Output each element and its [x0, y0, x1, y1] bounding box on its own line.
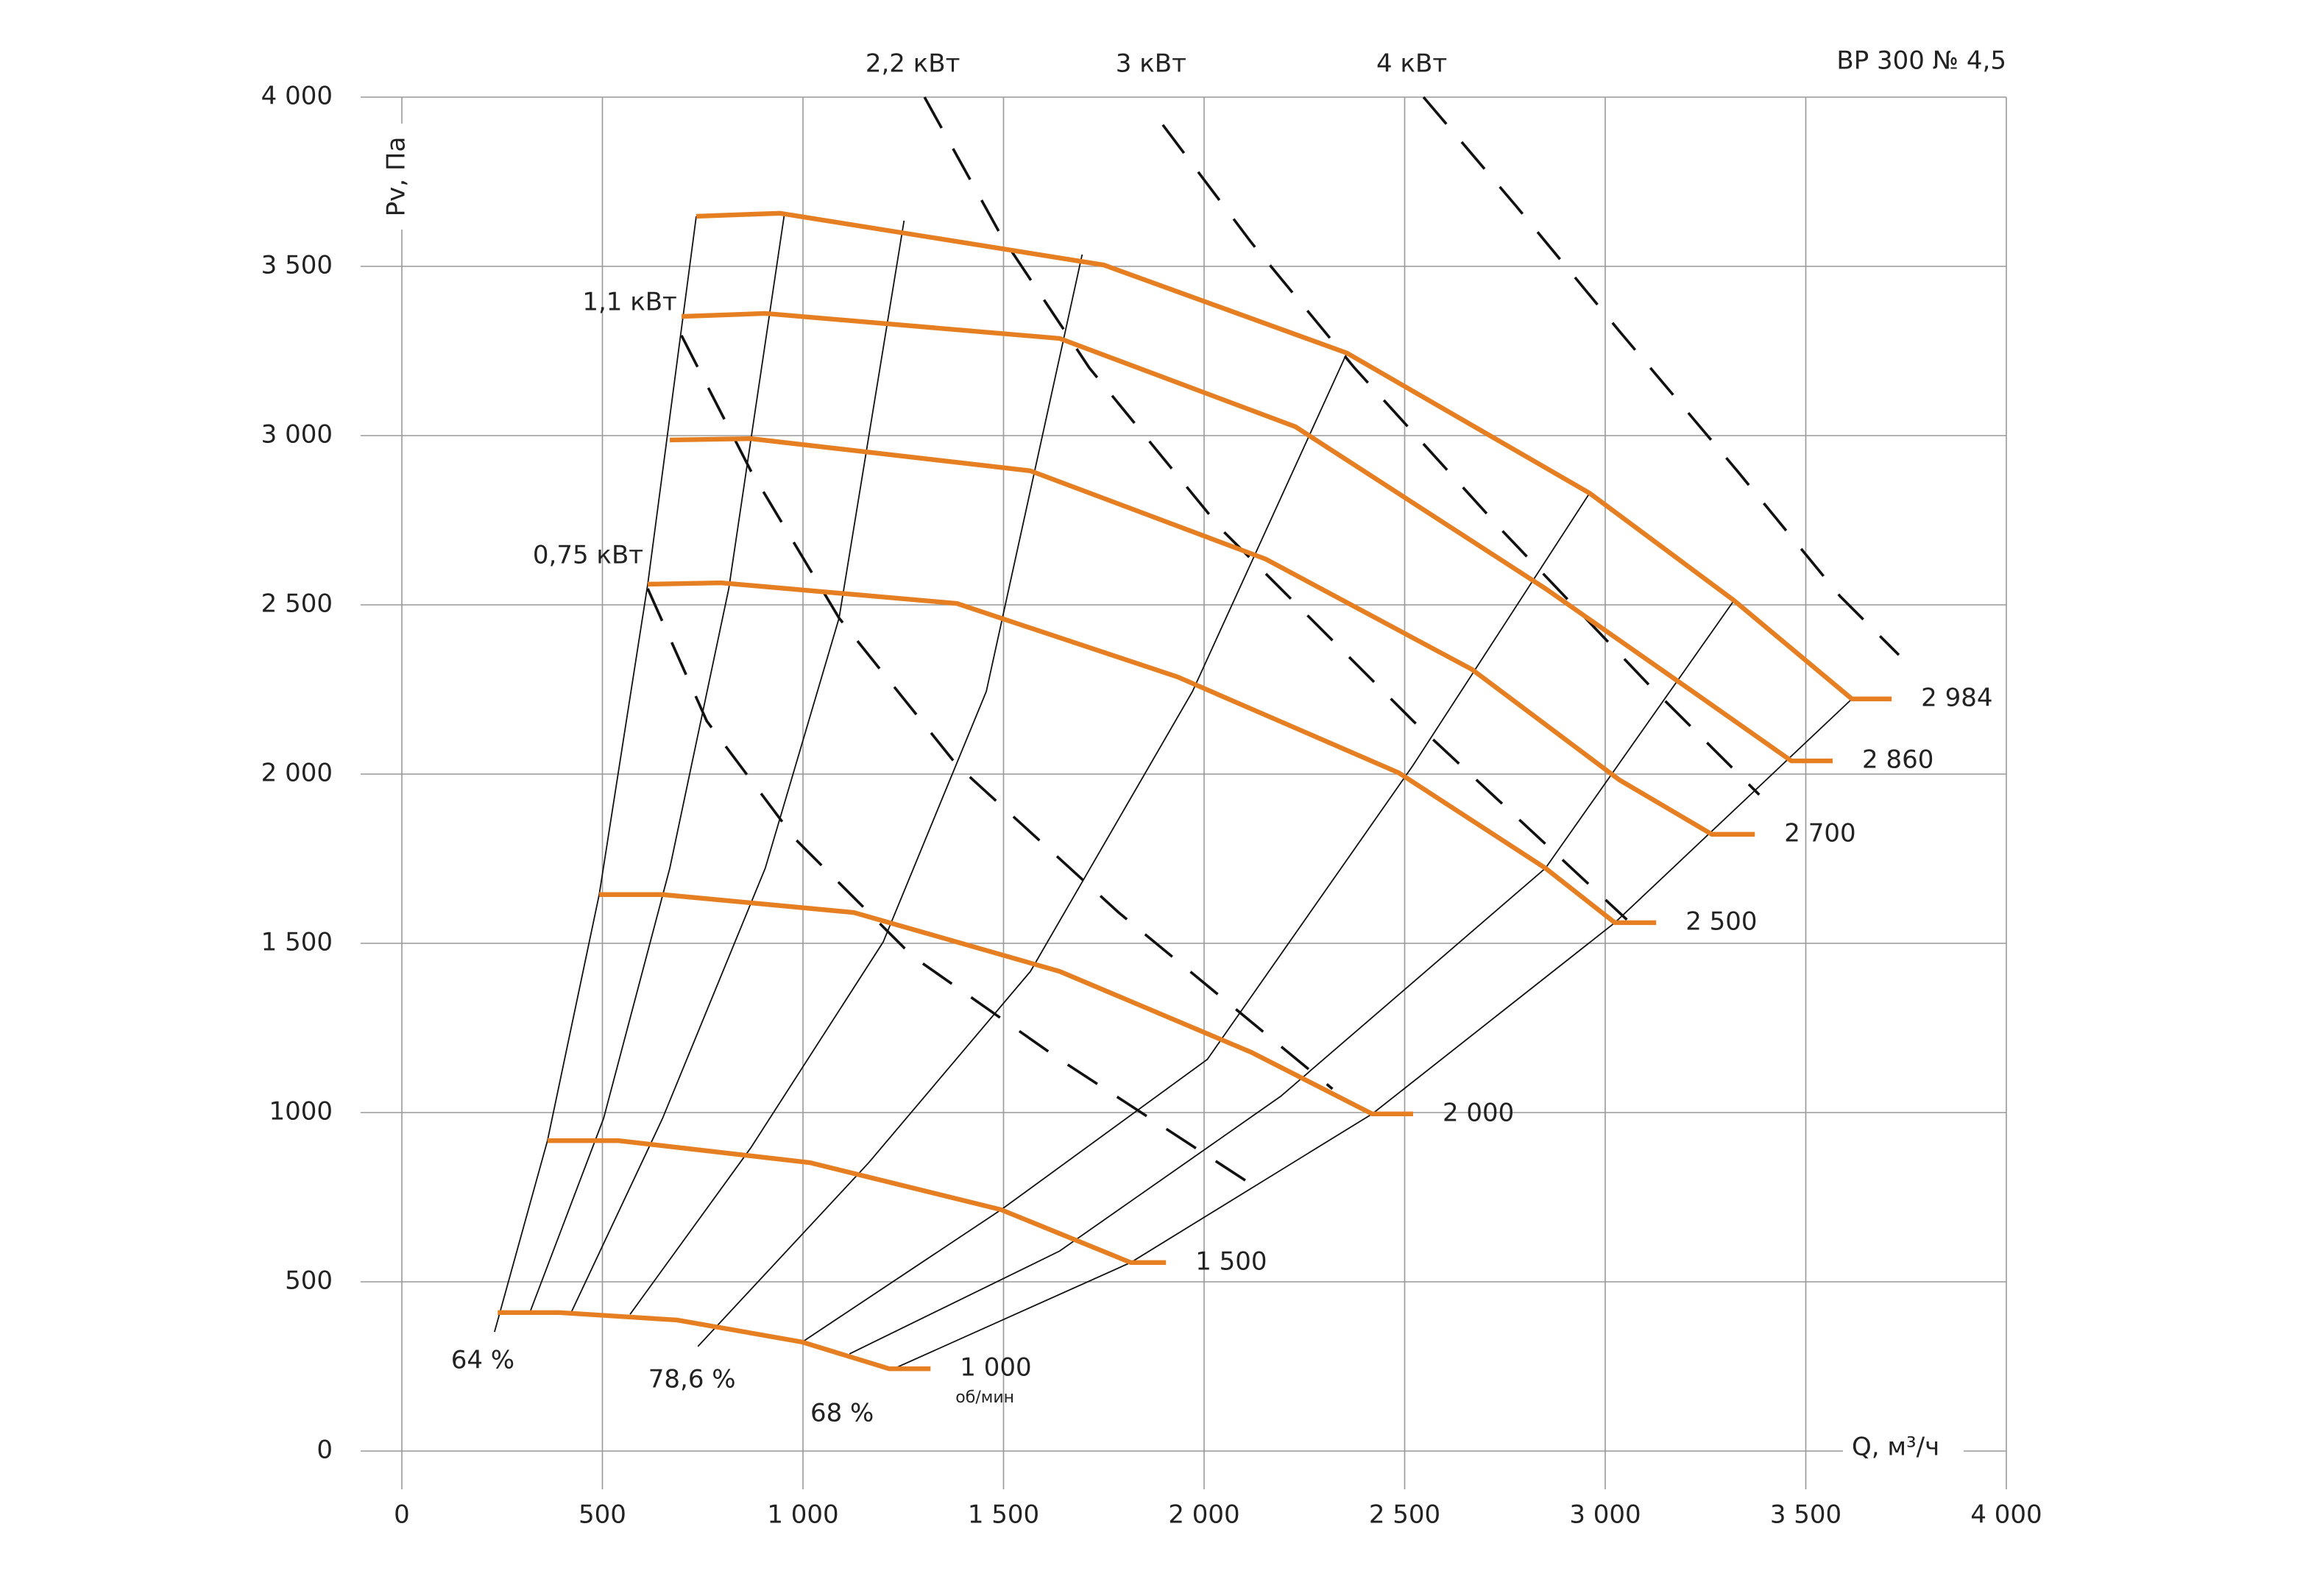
- curves: [494, 96, 1900, 1372]
- speed-label: 2 000: [1443, 1098, 1514, 1127]
- power-label: 3 кВт: [1116, 49, 1186, 79]
- y-tick-label: 0: [316, 1436, 333, 1465]
- power-line: [680, 335, 1334, 1090]
- speed-label: 2 984: [1921, 683, 1992, 712]
- y-tick-label: 500: [285, 1266, 333, 1296]
- speed-curve: [498, 1310, 931, 1372]
- x-tick-label: 4 000: [1970, 1500, 2042, 1530]
- power-line: [1161, 124, 1761, 796]
- efficiency-label: 68 %: [810, 1399, 874, 1428]
- chart-title: ВР 300 № 4,5: [1836, 46, 2006, 76]
- power-line: [646, 588, 1260, 1191]
- y-label-bg: [380, 124, 415, 230]
- x-tick-label: 1 000: [767, 1500, 838, 1530]
- efficiency-line: [629, 254, 1083, 1315]
- power-label: 0,75 кВт: [533, 540, 643, 570]
- x-tick-label: 3 500: [1770, 1500, 1841, 1530]
- power-line: [923, 96, 1628, 921]
- efficiency-line: [802, 492, 1590, 1343]
- speed-curve: [648, 580, 1657, 926]
- y-tick-label: 4 000: [261, 82, 333, 111]
- speed-label: 1 500: [1195, 1246, 1267, 1276]
- y-tick-label: 2 000: [261, 759, 333, 788]
- speed-curve: [696, 210, 1892, 702]
- efficiency-label: 64 %: [451, 1346, 514, 1375]
- grid: [361, 96, 2007, 1489]
- speed-label: 2 500: [1685, 907, 1757, 936]
- speed-label: 2 860: [1862, 745, 1933, 775]
- power-label: 2,2 кВт: [866, 49, 960, 79]
- y-tick-label: 1000: [269, 1097, 333, 1127]
- power-label: 1,1 кВт: [582, 287, 677, 316]
- x-label-bg: [1843, 1430, 1964, 1469]
- efficiency-line: [529, 213, 785, 1313]
- speed-label: 1 000: [960, 1353, 1031, 1383]
- speed-curve: [547, 1138, 1167, 1265]
- y-tick-label: 3 000: [261, 420, 333, 450]
- efficiency-line: [697, 352, 1348, 1347]
- efficiency-label: 78,6 %: [648, 1364, 736, 1394]
- power-label: 4 кВт: [1376, 49, 1447, 79]
- x-tick-label: 0: [394, 1500, 410, 1530]
- y-axis-label: Pv, Па: [382, 137, 411, 217]
- speed-curve: [599, 892, 1413, 1117]
- speed-curve: [681, 311, 1833, 764]
- speed-label: 2 700: [1784, 818, 1855, 848]
- speed-curve: [670, 436, 1755, 837]
- x-tick-label: 2 500: [1369, 1500, 1440, 1530]
- efficiency-line: [570, 220, 905, 1313]
- y-tick-label: 2 500: [261, 589, 333, 619]
- efficiency-line: [893, 698, 1853, 1370]
- labels: 0 500 1 000 1 500 2 000 2 500 3 000 3 500 4 000 0…: [261, 49, 2042, 1530]
- x-tick-label: 3 000: [1569, 1500, 1641, 1530]
- x-tick-label: 500: [578, 1500, 626, 1530]
- power-line: [1422, 96, 1900, 656]
- x-tick-label: 2 000: [1168, 1500, 1239, 1530]
- efficiency-line: [849, 600, 1735, 1355]
- x-axis-label: Q, м³/ч: [1852, 1433, 1939, 1462]
- y-tick-label: 1 500: [261, 928, 333, 957]
- speed-unit: об/мин: [955, 1388, 1014, 1407]
- x-tick-label: 1 500: [968, 1500, 1039, 1530]
- y-tick-label: 3 500: [261, 251, 333, 280]
